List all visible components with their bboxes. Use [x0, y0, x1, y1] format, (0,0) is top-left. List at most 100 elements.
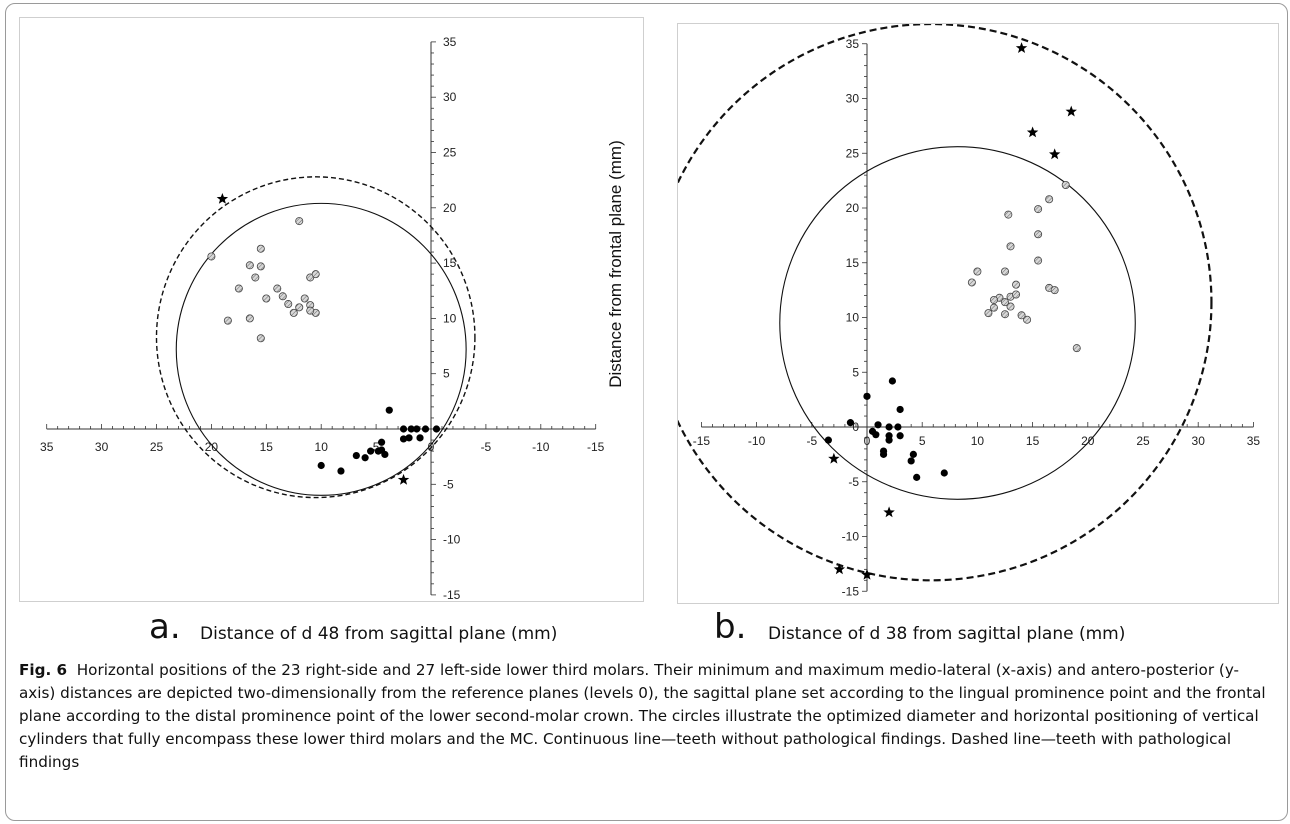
hatched-point — [234, 284, 243, 293]
star-point — [1048, 148, 1061, 160]
filled-point — [385, 406, 393, 414]
filled-point — [894, 423, 902, 431]
star-point — [1065, 105, 1077, 117]
filled-point — [337, 467, 345, 475]
x-tick-label: 15 — [260, 440, 274, 454]
hatched-point — [306, 306, 315, 315]
filled-point — [399, 435, 408, 443]
hatched-point — [989, 295, 998, 304]
hatched-point — [295, 303, 304, 312]
x-tick-label: 15 — [1026, 434, 1040, 448]
filled-point — [888, 377, 896, 385]
y-tick-label: 5 — [443, 367, 450, 381]
x-tick-label: -15 — [587, 440, 605, 454]
hatched-point — [262, 294, 271, 303]
filled-point — [421, 425, 430, 433]
y-tick-label: 20 — [846, 201, 860, 215]
filled-point — [361, 454, 369, 462]
hatched-point — [300, 294, 309, 303]
filled-point — [885, 436, 893, 444]
hatched-point — [1012, 290, 1021, 299]
x-tick-label: -10 — [532, 440, 550, 454]
x-tick-label: 10 — [971, 434, 985, 448]
dashed-circle — [155, 176, 476, 499]
hatched-point — [1012, 280, 1021, 289]
hatched-point — [1000, 298, 1009, 307]
hatched-point — [245, 314, 254, 323]
filled-point — [872, 431, 880, 439]
y-tick-label: 0 — [852, 420, 859, 434]
hatched-point — [1023, 315, 1032, 324]
star-point — [1026, 126, 1039, 138]
hatched-point — [967, 278, 976, 287]
filled-point — [874, 421, 882, 429]
star-point — [833, 563, 846, 575]
scatter-chart-a: 35 30 25 20 15 10 5 0 -5 -10 -15-15-10-55101520253… — [40, 35, 605, 602]
y-tick-label: 25 — [443, 146, 457, 160]
hatched-point — [245, 261, 254, 270]
x-tick-label: -5 — [481, 440, 492, 454]
y-tick-label: -10 — [443, 533, 461, 547]
x-tick-label: 10 — [315, 440, 329, 454]
hatched-point — [1004, 210, 1013, 219]
filled-point — [352, 451, 360, 460]
x-tick-label: 5 — [919, 434, 926, 448]
filled-point — [367, 447, 375, 455]
hatched-point — [1061, 181, 1070, 190]
x-tick-label: 30 — [95, 440, 109, 454]
filled-point — [909, 450, 917, 458]
filled-point — [913, 473, 921, 481]
hatched-point — [1006, 302, 1015, 311]
filled-point — [824, 436, 832, 444]
x-tick-label: 25 — [1136, 434, 1150, 448]
hatched-point — [207, 252, 216, 261]
hatched-point — [289, 308, 298, 317]
filled-point — [896, 432, 904, 440]
hatched-point — [278, 292, 287, 301]
hatched-point — [973, 267, 982, 276]
chart-panel-a: 35 30 25 20 15 10 5 0 -5 -10 -15 -15 -10 -5 5 10 15 20 25 3… — [19, 17, 644, 602]
y-tick-label: -10 — [842, 530, 860, 544]
x-axis-label-a: Distance of d 48 from sagittal plane (mm… — [200, 624, 558, 644]
y-tick-label: 5 — [852, 365, 859, 379]
hatched-point — [273, 284, 282, 293]
x-tick-label: -10 — [748, 434, 766, 448]
star-point — [861, 568, 873, 580]
hatched-point — [1050, 286, 1059, 295]
hatched-point — [1034, 205, 1043, 214]
filled-point — [413, 425, 421, 433]
hatched-point — [284, 300, 293, 309]
hatched-point — [1000, 267, 1009, 276]
x-tick-label: 20 — [1081, 434, 1095, 448]
caption-text: Horizontal positions of the 23 right-sid… — [19, 661, 1266, 771]
filled-point — [381, 450, 389, 459]
panel-letter-a: a. — [149, 607, 181, 647]
y-tick-label: 35 — [846, 37, 860, 51]
star-point — [216, 192, 229, 204]
dashed-circle — [678, 24, 1213, 582]
hatched-point — [295, 217, 304, 226]
chart-panel-b: -15 -10 -5 0 5 10 15 20 25 30 35 -15 -10 -5 0 5 10 15 20 25… — [677, 23, 1279, 604]
hatched-point — [1000, 310, 1009, 319]
hatched-point — [1034, 230, 1043, 239]
x-tick-label: 0 — [864, 434, 871, 448]
filled-point — [416, 434, 424, 442]
hatched-point — [1006, 242, 1015, 251]
filled-point — [405, 434, 413, 442]
hatched-point — [311, 270, 320, 279]
filled-point — [377, 438, 386, 446]
hatched-point — [1045, 195, 1054, 204]
y-tick-label: -5 — [848, 475, 859, 489]
solid-circle — [779, 146, 1136, 500]
x-tick-label: -15 — [693, 434, 711, 448]
x-tick-label: 25 — [150, 440, 164, 454]
y-axis-label-b: Distance from frontal plane (mm) — [606, 140, 625, 388]
star-point — [397, 473, 410, 485]
x-tick-label: -5 — [806, 434, 817, 448]
star-point — [828, 452, 840, 464]
y-tick-label: 35 — [443, 35, 457, 49]
x-tick-label: 30 — [1192, 434, 1206, 448]
y-tick-label: -5 — [443, 477, 454, 491]
y-tick-label: 20 — [443, 201, 457, 215]
